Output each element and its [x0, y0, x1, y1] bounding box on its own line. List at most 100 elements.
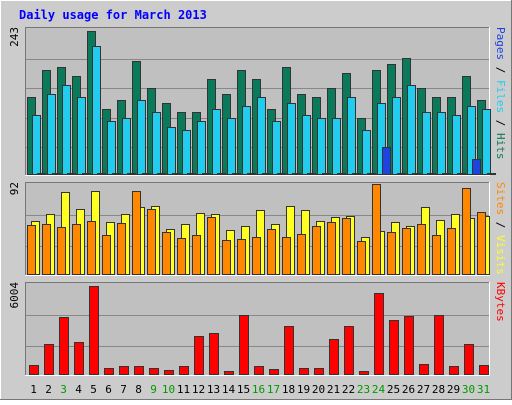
- bar-requests-files-day-8: [137, 100, 146, 175]
- day-label-27: 27: [417, 383, 430, 396]
- bar-kbytes-kbytes-day-19: [299, 368, 309, 375]
- day-label-14: 14: [222, 383, 236, 396]
- day-label-30: 30: [462, 383, 475, 396]
- day-label-8: 8: [135, 383, 142, 396]
- bar-requests-pages-day-22: [352, 173, 361, 175]
- bar-requests-files-day-27: [422, 112, 431, 175]
- day-label-20: 20: [312, 383, 325, 396]
- bar-visits-sites-day-9: [147, 209, 156, 275]
- bar-requests-files-day-2: [47, 94, 56, 175]
- bar-requests-files-day-14: [227, 118, 236, 175]
- bar-visits-sites-day-19: [297, 234, 306, 275]
- bar-requests-files-day-9: [152, 112, 161, 175]
- day-label-18: 18: [282, 383, 295, 396]
- panel-visits: 92 Sites / Visits: [8, 182, 507, 276]
- bar-visits-sites-day-17: [267, 229, 276, 275]
- bar-requests-files-day-3: [62, 85, 71, 175]
- day-label-22: 22: [342, 383, 355, 396]
- bar-visits-sites-day-20: [312, 226, 321, 275]
- day-label-28: 28: [432, 383, 445, 396]
- bar-requests-files-day-24: [377, 103, 386, 175]
- bar-visits-sites-day-30: [462, 188, 471, 275]
- bar-requests-pages-day-18: [292, 173, 301, 175]
- series-requests-pages: [37, 147, 496, 175]
- bar-kbytes-kbytes-day-31: [479, 365, 489, 375]
- bar-visits-sites-day-29: [447, 228, 456, 275]
- bar-visits-sites-day-5: [87, 221, 96, 275]
- chart-panels: 243 Pages / Files / Hits 92 Sites / Visits 6…: [8, 27, 507, 376]
- bar-kbytes-kbytes-day-30: [464, 344, 474, 375]
- bar-requests-files-day-6: [107, 121, 116, 175]
- bar-requests-files-day-19: [302, 115, 311, 175]
- day-label-16: 16: [252, 383, 265, 396]
- bar-kbytes-kbytes-day-23: [359, 371, 369, 375]
- bar-requests-files-day-10: [167, 127, 176, 175]
- bar-requests-pages-day-5: [97, 173, 106, 175]
- bar-kbytes-kbytes-day-7: [119, 366, 129, 375]
- series-label-part-requests-2: Files: [494, 80, 507, 113]
- bar-kbytes-kbytes-day-18: [284, 326, 294, 375]
- bar-requests-pages-day-24: [382, 147, 391, 175]
- day-label-23: 23: [357, 383, 370, 396]
- bar-visits-sites-day-18: [282, 237, 291, 275]
- series-label-part-kbytes-0: KBytes: [494, 282, 507, 322]
- bar-kbytes-kbytes-day-1: [29, 365, 39, 375]
- bar-kbytes-kbytes-day-9: [149, 368, 159, 375]
- bar-kbytes-kbytes-day-22: [344, 326, 354, 375]
- bar-requests-files-day-20: [317, 118, 326, 175]
- bar-requests-files-day-16: [257, 97, 266, 175]
- series-label-requests: Pages / Files / Hits: [494, 27, 507, 160]
- axis-max-label-requests: 243: [8, 27, 21, 47]
- bar-requests-files-day-7: [122, 118, 131, 175]
- bar-requests-pages-day-14: [232, 173, 241, 175]
- bar-kbytes-kbytes-day-5: [89, 286, 99, 375]
- day-label-31: 31: [477, 383, 490, 396]
- bar-requests-pages-day-27: [427, 173, 436, 175]
- bar-visits-sites-day-24: [372, 184, 381, 275]
- bar-kbytes-kbytes-day-29: [449, 366, 459, 375]
- series-label-part-requests-4: Hits: [494, 133, 507, 160]
- day-label-19: 19: [297, 383, 310, 396]
- bar-requests-files-day-17: [272, 121, 281, 175]
- bar-kbytes-kbytes-day-21: [329, 339, 339, 375]
- series-label-part-visits-1: /: [494, 215, 507, 235]
- bar-requests-pages-day-29: [457, 173, 466, 175]
- bar-kbytes-kbytes-day-25: [389, 320, 399, 375]
- bar-requests-files-day-12: [197, 121, 206, 175]
- bar-requests-pages-day-16: [262, 173, 271, 175]
- bar-kbytes-kbytes-day-20: [314, 368, 324, 375]
- day-label-11: 11: [177, 383, 190, 396]
- day-label-15: 15: [237, 383, 250, 396]
- bar-requests-pages-day-12: [202, 173, 211, 175]
- bar-requests-files-day-30: [467, 106, 476, 175]
- bar-requests-files-day-13: [212, 109, 221, 175]
- bar-requests-pages-day-19: [307, 173, 316, 175]
- day-label-13: 13: [207, 383, 220, 396]
- day-label-12: 12: [192, 383, 205, 396]
- bar-requests-pages-day-17: [277, 173, 286, 175]
- bar-requests-pages-day-1: [37, 173, 46, 175]
- bar-visits-sites-day-13: [207, 217, 216, 275]
- bar-kbytes-kbytes-day-28: [434, 315, 444, 375]
- day-label-1: 1: [30, 383, 37, 396]
- day-label-24: 24: [372, 383, 386, 396]
- bar-kbytes-kbytes-day-4: [74, 342, 84, 375]
- series-label-part-requests-0: Pages: [494, 27, 507, 60]
- axis-max-label-visits: 92: [8, 182, 21, 195]
- bar-kbytes-kbytes-day-8: [134, 366, 144, 375]
- bar-visits-sites-day-12: [192, 235, 201, 275]
- bar-kbytes-kbytes-day-27: [419, 364, 429, 375]
- bar-visits-sites-day-6: [102, 235, 111, 275]
- bar-visits-sites-day-1: [27, 225, 36, 275]
- day-label-9: 9: [150, 383, 157, 396]
- bar-requests-pages-day-20: [322, 173, 331, 175]
- bar-requests-files-day-23: [362, 130, 371, 175]
- bar-visits-sites-day-26: [402, 228, 411, 275]
- bar-kbytes-kbytes-day-2: [44, 344, 54, 375]
- day-label-25: 25: [387, 383, 400, 396]
- bar-requests-pages-day-8: [142, 173, 151, 175]
- axis-max-label-kbytes: 6004: [8, 282, 21, 309]
- day-label-21: 21: [327, 383, 340, 396]
